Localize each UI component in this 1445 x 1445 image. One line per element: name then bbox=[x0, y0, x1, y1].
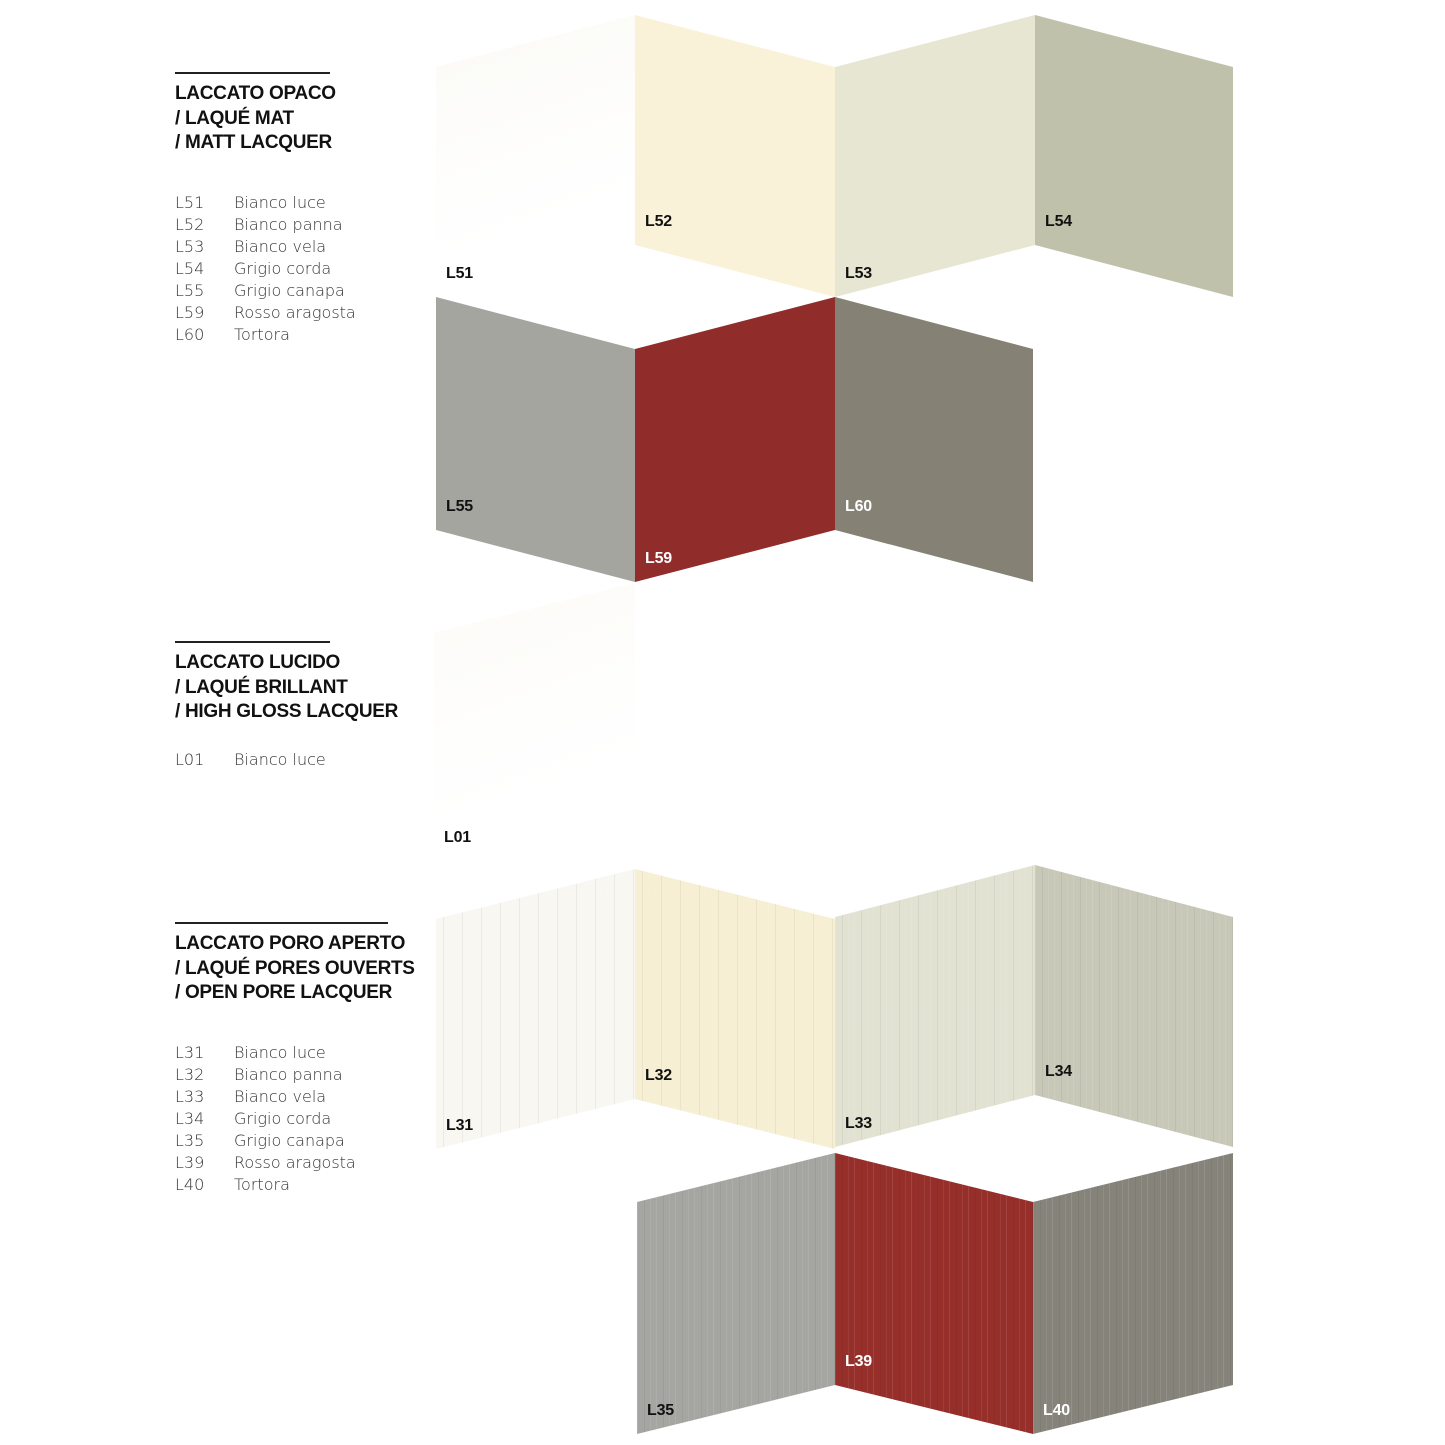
color-code: L39 bbox=[175, 1153, 205, 1172]
color-code: L54 bbox=[175, 259, 205, 278]
swatch-code-label: L32 bbox=[645, 1067, 672, 1084]
color-code: L59 bbox=[175, 303, 205, 322]
color-name: Bianco panna bbox=[234, 1065, 343, 1084]
color-list: L31 Bianco luce L32 Bianco panna L33 Bianco v… bbox=[175, 1042, 356, 1196]
swatch-code-label: L01 bbox=[444, 829, 471, 846]
color-swatch-l59: L59 bbox=[635, 297, 835, 582]
section-title-line: / OPEN PORE LACQUER bbox=[175, 982, 393, 1003]
swatch-code-label: L59 bbox=[645, 550, 672, 567]
color-list-item: L40 Tortora bbox=[175, 1174, 356, 1196]
color-list-item: L33 Bianco vela bbox=[175, 1086, 356, 1108]
swatch-code-label: L31 bbox=[446, 1117, 473, 1134]
color-swatch-l55: L55 bbox=[436, 297, 635, 582]
swatch-code-label: L39 bbox=[845, 1353, 872, 1370]
color-code: L35 bbox=[175, 1131, 205, 1150]
color-name: Tortora bbox=[234, 1175, 290, 1194]
color-name: Tortora bbox=[234, 325, 290, 344]
color-code: L33 bbox=[175, 1087, 205, 1106]
color-swatch-l54: L54 bbox=[1035, 15, 1233, 297]
color-swatch-l32: L32 bbox=[635, 869, 835, 1149]
swatch-code-label: L40 bbox=[1043, 1402, 1070, 1419]
color-name: Grigio corda bbox=[234, 1109, 332, 1128]
color-swatch-l60: L60 bbox=[835, 297, 1033, 582]
color-code: L52 bbox=[175, 215, 205, 234]
color-name: Bianco luce bbox=[234, 1043, 326, 1062]
swatch-code-label: L53 bbox=[845, 265, 872, 282]
color-list: L01 Bianco luce bbox=[175, 749, 326, 771]
swatch-code-label: L54 bbox=[1045, 213, 1072, 230]
section-divider bbox=[175, 72, 330, 74]
color-swatch-l35: L35 bbox=[637, 1153, 835, 1434]
color-name: Bianco luce bbox=[234, 193, 326, 212]
color-code: L40 bbox=[175, 1175, 205, 1194]
section-divider bbox=[175, 922, 388, 924]
swatch-code-label: L33 bbox=[845, 1115, 872, 1132]
color-list-item: L60 Tortora bbox=[175, 324, 356, 346]
color-list-item: L01 Bianco luce bbox=[175, 749, 326, 771]
color-name: Bianco vela bbox=[234, 1087, 327, 1106]
color-code: L55 bbox=[175, 281, 205, 300]
section-title-line: / MATT LACQUER bbox=[175, 132, 332, 153]
color-name: Rosso aragosta bbox=[234, 1153, 356, 1172]
swatch-code-label: L60 bbox=[845, 498, 872, 515]
color-list-item: L55 Grigio canapa bbox=[175, 280, 356, 302]
swatch-code-label: L55 bbox=[446, 498, 473, 515]
color-swatch-l53: L53 bbox=[835, 15, 1035, 297]
color-list-item: L59 Rosso aragosta bbox=[175, 302, 356, 324]
color-name: Grigio canapa bbox=[234, 1131, 345, 1150]
color-name: Bianco vela bbox=[234, 237, 327, 256]
color-list-item: L39 Rosso aragosta bbox=[175, 1152, 356, 1174]
section-divider bbox=[175, 641, 330, 643]
section-title-line: LACCATO LUCIDO bbox=[175, 652, 341, 673]
section-title-line: / LAQUÉ MAT bbox=[175, 107, 294, 129]
swatch-code-label: L34 bbox=[1045, 1063, 1072, 1080]
section-title-line: LACCATO OPACO bbox=[175, 83, 336, 104]
section-title-line: LACCATO PORO APERTO bbox=[175, 933, 406, 954]
color-list-item: L51 Bianco luce bbox=[175, 192, 356, 214]
finish-section: LACCATO PORO APERTO / LAQUÉ PORES OUVERTS… bbox=[175, 922, 415, 1006]
finish-section: LACCATO LUCIDO / LAQUÉ BRILLANT / HIGH GLO… bbox=[175, 641, 398, 725]
color-list-item: L31 Bianco luce bbox=[175, 1042, 356, 1064]
color-name: Grigio corda bbox=[234, 259, 332, 278]
color-name: Bianco luce bbox=[234, 750, 326, 769]
color-name: Bianco panna bbox=[234, 215, 343, 234]
color-code: L34 bbox=[175, 1109, 205, 1128]
color-code: L60 bbox=[175, 325, 205, 344]
section-title-line: / HIGH GLOSS LACQUER bbox=[175, 701, 399, 722]
color-list-item: L35 Grigio canapa bbox=[175, 1130, 356, 1152]
swatch-code-label: L35 bbox=[647, 1402, 674, 1419]
swatch-code-label: L51 bbox=[446, 265, 473, 282]
color-swatch-l40: L40 bbox=[1033, 1153, 1233, 1434]
color-code: L51 bbox=[175, 193, 205, 212]
color-list-item: L52 Bianco panna bbox=[175, 214, 356, 236]
color-code: L31 bbox=[175, 1043, 205, 1062]
color-list-item: L34 Grigio corda bbox=[175, 1108, 356, 1130]
color-list-item: L32 Bianco panna bbox=[175, 1064, 356, 1086]
color-list-item: L53 Bianco vela bbox=[175, 236, 356, 258]
color-swatch-l34: L34 bbox=[1035, 865, 1233, 1147]
color-list: L51 Bianco luce L52 Bianco panna L53 Bianco v… bbox=[175, 192, 356, 346]
color-swatch-l31: L31 bbox=[436, 869, 635, 1149]
color-swatch-l33: L33 bbox=[835, 865, 1035, 1147]
color-swatch-l01: L01 bbox=[434, 583, 635, 861]
color-swatch-l52: L52 bbox=[635, 15, 835, 297]
finish-section: LACCATO OPACO / LAQUÉ MAT / MATT LACQUER bbox=[175, 72, 336, 156]
color-list-item: L54 Grigio corda bbox=[175, 258, 356, 280]
color-code: L32 bbox=[175, 1065, 205, 1084]
color-name: Rosso aragosta bbox=[234, 303, 356, 322]
swatch-code-label: L52 bbox=[645, 213, 672, 230]
section-title-line: / LAQUÉ PORES OUVERTS bbox=[175, 957, 415, 979]
color-code: L01 bbox=[175, 750, 205, 769]
color-code: L53 bbox=[175, 237, 205, 256]
section-title-line: / LAQUÉ BRILLANT bbox=[175, 676, 348, 698]
color-swatch-l39: L39 bbox=[835, 1153, 1033, 1434]
color-swatch-l51: L51 bbox=[436, 15, 635, 297]
color-name: Grigio canapa bbox=[234, 281, 345, 300]
